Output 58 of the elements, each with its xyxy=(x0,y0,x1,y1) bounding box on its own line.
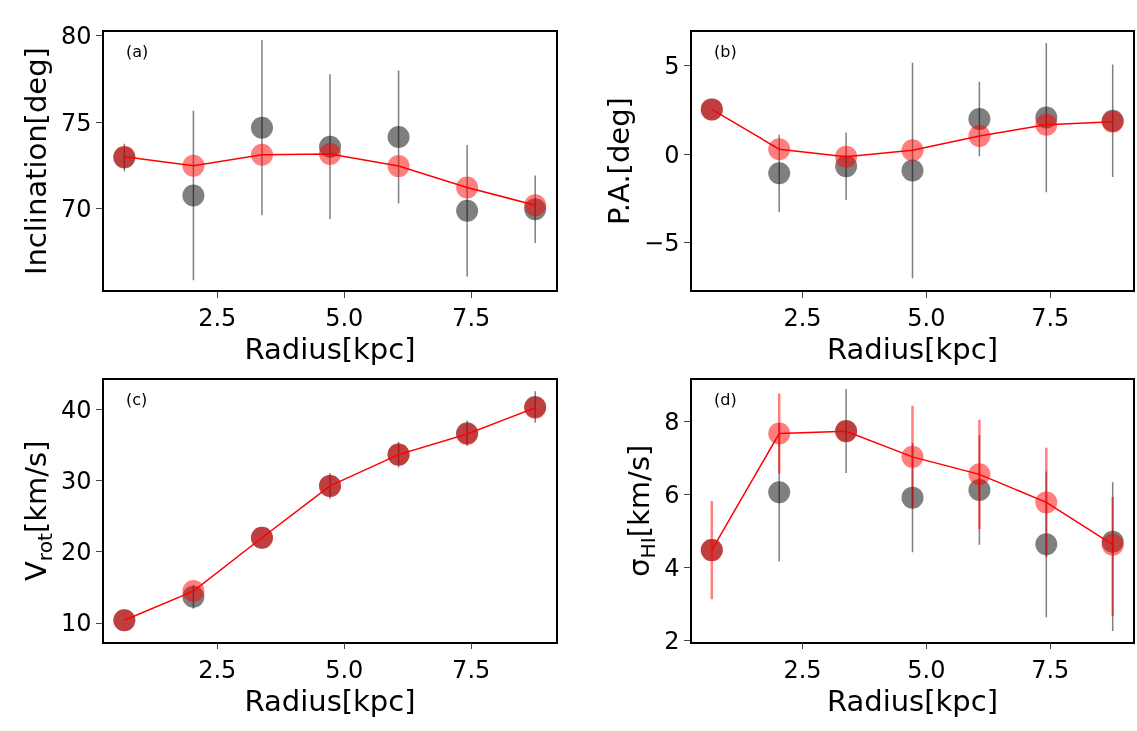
point xyxy=(901,139,924,162)
x-tick-label: 7.5 xyxy=(1031,656,1070,685)
x-tick-label: 7.5 xyxy=(1031,304,1070,333)
x-axis-title: Radius[kpc] xyxy=(244,684,416,719)
point xyxy=(768,481,791,504)
x-tick-label: 5.0 xyxy=(325,656,364,685)
x-axis-title: Radius[kpc] xyxy=(244,332,416,367)
point xyxy=(182,184,205,207)
y-tick-label: 8 xyxy=(664,408,680,437)
point xyxy=(968,463,991,486)
y-axis-title: P.A.[deg] xyxy=(601,97,636,226)
x-tick-label: 5.0 xyxy=(907,304,946,333)
y-tick-label: −5 xyxy=(644,229,680,258)
point xyxy=(456,199,479,222)
x-tick-label: 2.5 xyxy=(783,656,822,685)
point xyxy=(1035,491,1058,514)
point xyxy=(182,154,205,177)
x-tick-label: 2.5 xyxy=(198,304,237,333)
point xyxy=(250,143,273,166)
x-axis-title: Radius[kpc] xyxy=(826,684,999,719)
x-tick-label: 5.0 xyxy=(907,656,946,685)
y-tick-label: 4 xyxy=(664,553,680,582)
point xyxy=(182,580,205,603)
annotation: (d) xyxy=(714,390,737,409)
point xyxy=(768,422,791,445)
y-tick-label: 10 xyxy=(60,609,92,638)
y-tick-label: 20 xyxy=(60,538,92,567)
y-tick-label: 6 xyxy=(664,481,680,510)
x-tick-label: 2.5 xyxy=(198,656,237,685)
y-axis-title: Inclination[deg] xyxy=(18,47,53,276)
annotation: (b) xyxy=(714,42,737,61)
y-tick-label: 70 xyxy=(60,195,92,224)
x-tick-label: 7.5 xyxy=(452,656,491,685)
point xyxy=(387,126,410,149)
x-tick-label: 7.5 xyxy=(452,304,491,333)
point xyxy=(768,138,791,161)
x-tick-label: 5.0 xyxy=(325,304,364,333)
y-tick-label: 40 xyxy=(60,396,92,425)
point xyxy=(901,159,924,182)
y-tick-label: 30 xyxy=(60,467,92,496)
x-axis-title: Radius[kpc] xyxy=(826,332,999,367)
annotation: (c) xyxy=(126,390,148,409)
point xyxy=(835,145,858,168)
y-tick-label: 5 xyxy=(664,51,680,80)
x-tick-label: 2.5 xyxy=(783,304,822,333)
point xyxy=(768,162,791,185)
annotation: (a) xyxy=(126,42,149,61)
y-tick-label: 80 xyxy=(60,22,92,51)
point xyxy=(456,176,479,199)
y-tick-label: 0 xyxy=(664,140,680,169)
point xyxy=(319,143,342,165)
y-tick-label: 2 xyxy=(664,626,680,655)
point xyxy=(387,155,410,178)
point xyxy=(1035,113,1058,136)
point xyxy=(901,445,924,468)
point xyxy=(250,116,273,139)
point xyxy=(968,125,991,148)
y-tick-label: 75 xyxy=(60,108,92,137)
